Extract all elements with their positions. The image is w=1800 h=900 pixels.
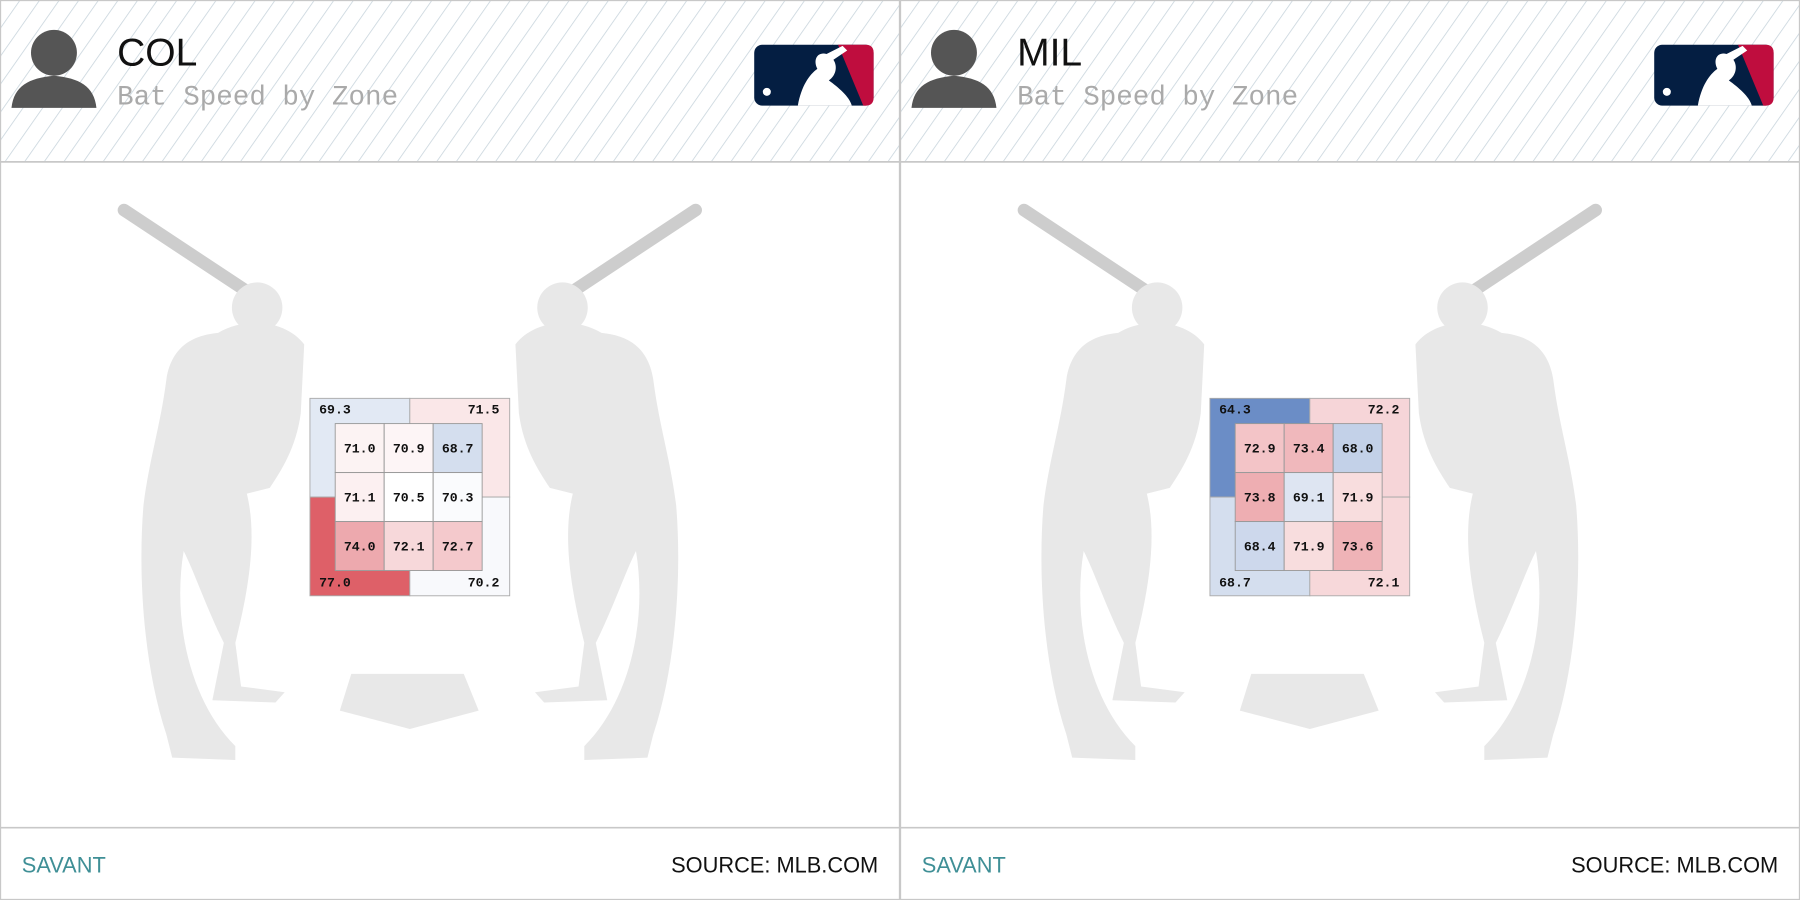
outer-zone-label: 64.3 xyxy=(1219,402,1251,417)
zone-cell xyxy=(432,472,483,523)
batter-body xyxy=(141,322,305,760)
batter-body xyxy=(515,322,679,760)
panel-border xyxy=(0,0,901,900)
zone-label: 68.0 xyxy=(1342,442,1374,457)
zone-cell xyxy=(334,521,385,571)
footer-right: SOURCE: MLB.COM xyxy=(671,852,878,877)
batter-head xyxy=(231,282,283,333)
batter-head xyxy=(1131,282,1183,333)
zone-label: 73.4 xyxy=(1293,442,1325,457)
outer-zone-label: 71.5 xyxy=(468,402,500,417)
zone-cell xyxy=(383,521,434,571)
zone-cell xyxy=(1332,472,1383,523)
zone-cell xyxy=(432,423,483,474)
headshot-head xyxy=(930,29,977,76)
logo-ball xyxy=(1662,87,1671,96)
zone-cell xyxy=(1332,521,1383,571)
zone-cell xyxy=(334,472,385,523)
footer-left: SAVANT xyxy=(922,852,1006,877)
zone-label: 72.9 xyxy=(1244,442,1276,457)
zone-label: 74.0 xyxy=(344,540,376,555)
batter-head xyxy=(537,282,588,333)
headshot-body xyxy=(911,75,997,108)
team-name: COL xyxy=(117,31,197,74)
outer-zone-label: 72.2 xyxy=(1368,402,1400,417)
header xyxy=(0,0,901,162)
panel-border xyxy=(900,0,1800,900)
panel: MIL Bat Speed by Zone 64.3 72.2 68.7 72.1 72.9… xyxy=(900,0,1800,900)
zone-label: 73.6 xyxy=(1342,540,1374,555)
outer-zone-label: 68.7 xyxy=(1219,576,1251,591)
subtitle: Bat Speed by Zone xyxy=(1017,82,1298,113)
zone-label: 72.1 xyxy=(393,540,425,555)
zone-label: 72.7 xyxy=(442,540,474,555)
header xyxy=(900,0,1800,162)
zone-label: 70.3 xyxy=(442,491,474,506)
subtitle: Bat Speed by Zone xyxy=(117,82,398,113)
zone-cell xyxy=(334,423,385,474)
zone-label: 71.0 xyxy=(344,442,376,457)
logo-batter xyxy=(1697,45,1752,106)
batter-head xyxy=(1437,282,1488,333)
headshot-body xyxy=(11,75,97,108)
headshot-head xyxy=(30,29,77,76)
zone-cell xyxy=(1234,423,1285,474)
footer-right: SOURCE: MLB.COM xyxy=(1571,852,1778,877)
home-plate xyxy=(1239,673,1379,729)
zone-cell xyxy=(432,521,483,571)
logo-red xyxy=(838,44,874,106)
panel: COL Bat Speed by Zone 69.3 71.5 77.0 70.2 71.0… xyxy=(0,0,901,900)
batter-body xyxy=(1415,322,1579,760)
outer-zone-label: 77.0 xyxy=(319,576,351,591)
zone-cell xyxy=(1283,472,1334,523)
logo-ball xyxy=(762,87,771,96)
zone-label: 71.1 xyxy=(344,491,376,506)
zone-label: 71.9 xyxy=(1342,491,1374,506)
zone-label: 73.8 xyxy=(1244,491,1276,506)
zone-cell xyxy=(383,472,434,523)
batter-mirror xyxy=(1415,203,1602,760)
zone-label: 70.9 xyxy=(393,442,425,457)
footer-left: SAVANT xyxy=(22,852,106,877)
home-plate xyxy=(339,673,479,729)
outer-zone-label: 72.1 xyxy=(1368,576,1400,591)
zone-label: 68.7 xyxy=(442,442,474,457)
team-name: MIL xyxy=(1017,31,1082,74)
zone-cell xyxy=(1283,521,1334,571)
logo-red xyxy=(1738,44,1774,106)
zone-label: 68.4 xyxy=(1244,540,1276,555)
zone-label: 69.1 xyxy=(1293,491,1325,506)
zone-label: 70.5 xyxy=(393,491,425,506)
zone-label: 71.9 xyxy=(1293,540,1325,555)
batter-body xyxy=(1041,322,1205,760)
logo-batter xyxy=(797,45,852,106)
outer-zone-label: 69.3 xyxy=(319,402,351,417)
batter-mirror xyxy=(515,203,702,760)
outer-zone-label: 70.2 xyxy=(468,576,500,591)
zone-cell xyxy=(1332,423,1383,474)
zone-cell xyxy=(1234,472,1285,523)
